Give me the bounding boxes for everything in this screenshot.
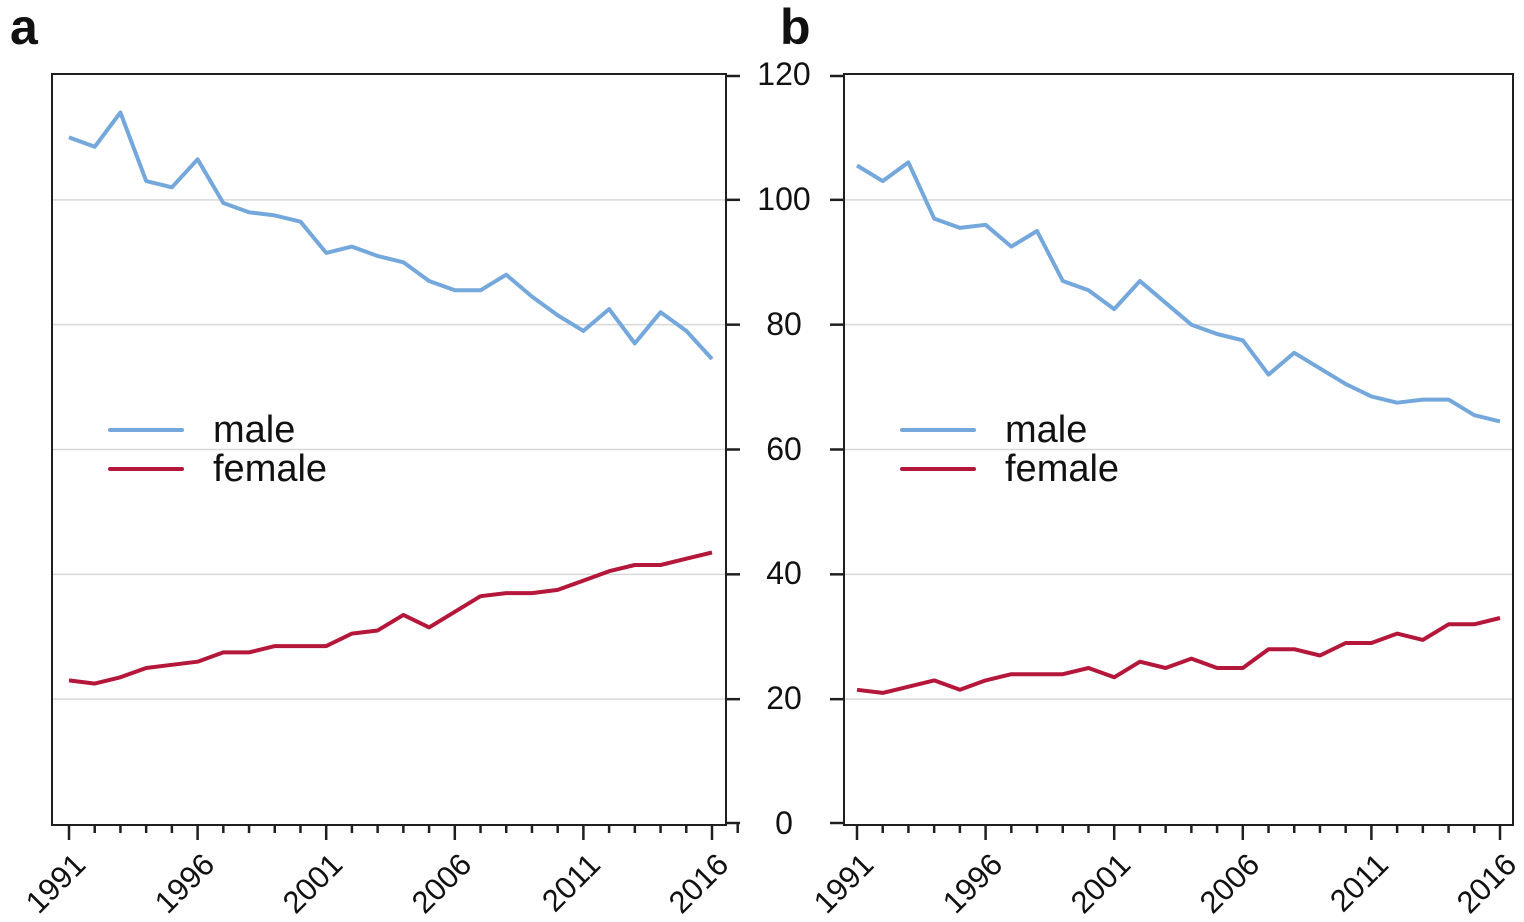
y-tick-label: 60 <box>766 430 802 467</box>
panel-a-chart-canvas <box>53 74 740 840</box>
female-line <box>68 550 713 686</box>
y-tick-label: 0 <box>775 805 793 841</box>
male-line <box>855 160 1501 424</box>
shared-y-axis: 0 20 40 60 80 100 120 <box>723 0 845 922</box>
x-tick-label: 1991 <box>18 846 93 921</box>
female-line <box>856 616 1501 695</box>
y-tick-label: 20 <box>766 680 802 717</box>
x-tick-label: 2016 <box>1449 846 1524 921</box>
x-tick-label: 2001 <box>1064 846 1138 921</box>
x-tick-label: 1996 <box>147 846 221 921</box>
x-tick-label: 2001 <box>276 846 350 921</box>
y-tick-label: 80 <box>766 305 802 342</box>
panel-b-label: b <box>780 0 811 55</box>
panel-b-chart-canvas <box>830 74 1512 840</box>
panel-a-plot: male female 1991 1996 2001 2006 2011 2016 <box>19 73 740 920</box>
y-tick-label: 40 <box>766 555 802 592</box>
y-tick-label: 100 <box>757 180 811 217</box>
panel-a-label: a <box>10 0 38 55</box>
y-tick-label: 120 <box>757 56 811 92</box>
x-tick-label: 1996 <box>935 846 1009 921</box>
x-tick-label: 2011 <box>1322 846 1395 919</box>
male-line <box>68 110 714 361</box>
panel-b-plot: male female 1991 1996 2001 2006 2011 2016 <box>807 73 1523 920</box>
x-tick-label: 2006 <box>404 846 479 921</box>
x-tick-label: 2011 <box>534 846 607 919</box>
x-tick-label: 2006 <box>1192 846 1267 921</box>
